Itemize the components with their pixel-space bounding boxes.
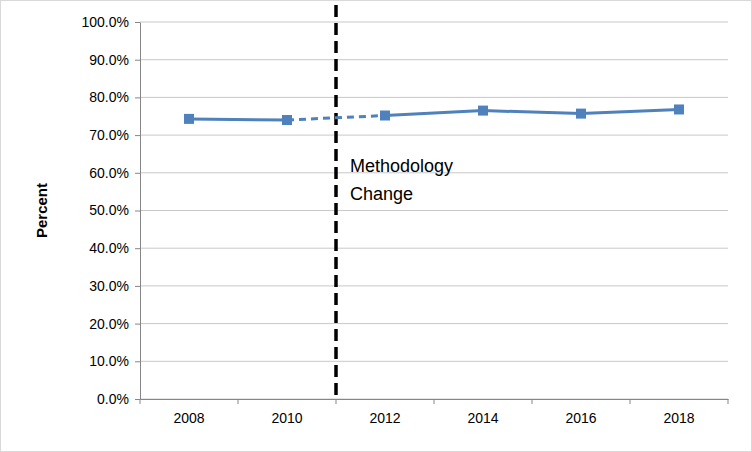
x-tick-label: 2018 bbox=[663, 410, 694, 426]
x-axis: 2008 2010 2012 2014 2016 2018 bbox=[141, 399, 729, 426]
y-tick-label: 80.0% bbox=[89, 89, 129, 105]
y-tick: 20.0% bbox=[89, 316, 140, 332]
x-tick: 2012 bbox=[369, 399, 400, 426]
marker bbox=[282, 115, 292, 125]
line bbox=[385, 109, 679, 115]
grid-line bbox=[140, 361, 728, 362]
x-tick-label: 2012 bbox=[369, 410, 400, 426]
x-tick-label: 2008 bbox=[173, 410, 204, 426]
marker bbox=[576, 109, 586, 119]
y-tick-mark bbox=[135, 60, 140, 61]
line bbox=[189, 119, 287, 120]
y-tick-label: 50.0% bbox=[89, 202, 129, 218]
y-tick: 30.0% bbox=[89, 278, 140, 294]
grid-line bbox=[140, 285, 728, 286]
grid-line bbox=[140, 97, 728, 98]
y-tick-mark bbox=[135, 211, 140, 212]
y-tick-mark bbox=[135, 286, 140, 287]
grid-line bbox=[140, 323, 728, 324]
grid bbox=[140, 22, 728, 399]
y-axis: 0.0% 10.0% 20.0% 30.0% 40.0% 50.0% 60.0% 70.0% 8… bbox=[82, 14, 141, 407]
y-tick: 90.0% bbox=[89, 52, 140, 68]
y-tick-mark bbox=[135, 361, 140, 362]
y-tick-label: 20.0% bbox=[89, 316, 129, 332]
y-tick-label: 10.0% bbox=[89, 353, 129, 369]
y-tick-mark bbox=[135, 135, 140, 136]
y-tick-label: 90.0% bbox=[89, 52, 129, 68]
y-axis-line bbox=[140, 23, 141, 400]
plot-area bbox=[184, 104, 684, 125]
y-tick-mark bbox=[135, 173, 140, 174]
y-tick-mark bbox=[135, 248, 140, 249]
x-divider bbox=[728, 399, 729, 404]
y-tick-label: 40.0% bbox=[89, 240, 129, 256]
grid-line bbox=[140, 135, 728, 136]
x-tick-label: 2016 bbox=[565, 410, 596, 426]
x-tick: 2008 bbox=[173, 399, 204, 426]
y-tick: 0.0% bbox=[97, 391, 140, 407]
grid-line bbox=[140, 22, 728, 23]
y-tick-mark bbox=[135, 324, 140, 325]
y-tick: 40.0% bbox=[89, 240, 140, 256]
line-break-segment bbox=[287, 115, 385, 120]
marker bbox=[674, 104, 684, 114]
y-tick-mark bbox=[135, 97, 140, 98]
annotation: MethodologyChange bbox=[350, 156, 453, 204]
y-tick-label: 100.0% bbox=[82, 14, 129, 30]
x-tick: 2018 bbox=[663, 399, 694, 426]
x-divider bbox=[630, 399, 631, 404]
y-tick: 100.0% bbox=[82, 14, 140, 30]
x-divider bbox=[336, 399, 337, 404]
x-divider bbox=[238, 399, 239, 404]
y-tick-label: 30.0% bbox=[89, 278, 129, 294]
x-divider bbox=[532, 399, 533, 404]
y-tick: 80.0% bbox=[89, 89, 140, 105]
x-tick: 2016 bbox=[565, 399, 596, 426]
x-tick-label: 2010 bbox=[271, 410, 302, 426]
y-tick: 10.0% bbox=[89, 353, 140, 369]
x-divider bbox=[434, 399, 435, 404]
y-tick-label: 70.0% bbox=[89, 127, 129, 143]
grid-line bbox=[140, 59, 728, 60]
marker bbox=[478, 106, 488, 116]
x-tick: 2010 bbox=[271, 399, 302, 426]
annotation-line bbox=[334, 5, 338, 399]
marker bbox=[184, 114, 194, 124]
grid-line bbox=[140, 248, 728, 249]
x-tick-label: 2014 bbox=[467, 410, 498, 426]
marker bbox=[380, 110, 390, 120]
x-tick: 2014 bbox=[467, 399, 498, 426]
y-tick-label: 60.0% bbox=[89, 165, 129, 181]
x-divider bbox=[140, 399, 141, 404]
grid-line bbox=[140, 210, 728, 211]
y-tick: 70.0% bbox=[89, 127, 140, 143]
y-tick-label: 0.0% bbox=[97, 391, 129, 407]
y-tick: 50.0% bbox=[89, 202, 140, 218]
chart-frame bbox=[1, 1, 752, 452]
y-axis-title: Percent bbox=[33, 183, 50, 238]
chart: 0.0% 10.0% 20.0% 30.0% 40.0% 50.0% 60.0% 70.0% 8… bbox=[0, 0, 752, 452]
y-tick: 60.0% bbox=[89, 165, 140, 181]
y-tick-mark bbox=[135, 399, 140, 400]
y-tick-mark bbox=[135, 22, 140, 23]
